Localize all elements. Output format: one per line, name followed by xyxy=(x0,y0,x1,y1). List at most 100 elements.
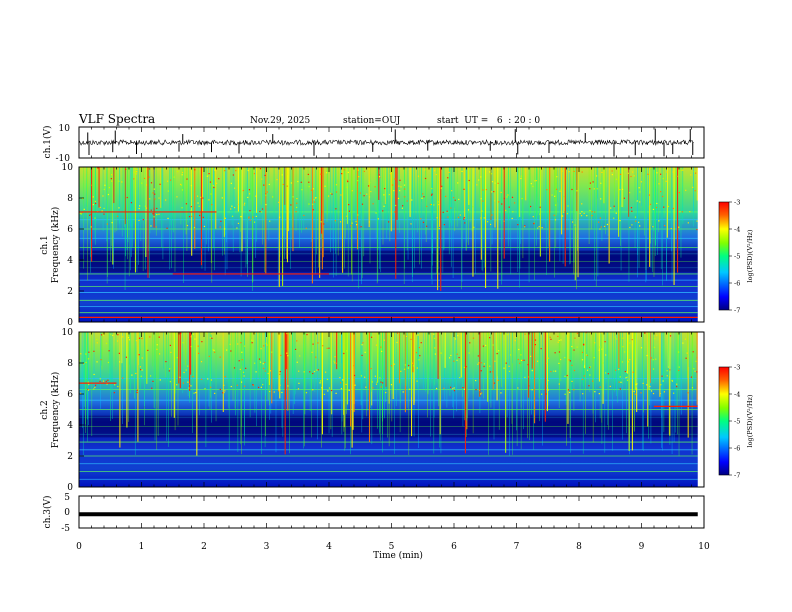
psd-speckle xyxy=(380,386,382,388)
psd-speckle xyxy=(296,202,298,204)
psd-speckle xyxy=(483,217,485,219)
psd-speckle xyxy=(138,219,140,222)
psd-speckle xyxy=(433,337,436,339)
psd-speckle xyxy=(312,343,314,345)
psd-speckle xyxy=(361,203,364,205)
psd-speckle xyxy=(635,220,637,222)
psd-speckle xyxy=(613,217,615,219)
ch1-spec-ylabel-line2: Frequency (kHz) xyxy=(50,207,61,284)
psd-speckle xyxy=(388,193,390,196)
ch2-colorbar-label: log(PSD)(V²/Hz) xyxy=(746,394,754,447)
psd-speckle xyxy=(676,386,678,388)
psd-speckle xyxy=(615,212,617,214)
psd-speckle xyxy=(521,197,523,200)
psd-speckle xyxy=(690,174,692,176)
psd-speckle xyxy=(611,173,613,176)
psd-speckle xyxy=(580,215,583,217)
psd-speckle xyxy=(298,382,300,384)
psd-speckle xyxy=(286,352,288,354)
psd-speckle xyxy=(125,168,127,170)
psd-speckle xyxy=(342,379,344,381)
psd-speckle xyxy=(198,205,200,207)
psd-speckle xyxy=(389,173,392,175)
y-tick-label: 0 xyxy=(67,318,73,328)
psd-speckle xyxy=(433,170,436,172)
psd-speckle xyxy=(294,348,297,350)
psd-speckle xyxy=(252,216,254,218)
psd-speckle xyxy=(530,355,532,357)
psd-speckle xyxy=(396,341,398,344)
y-tick-label: 8 xyxy=(67,194,73,204)
psd-speckle xyxy=(328,347,330,349)
psd-speckle xyxy=(622,346,624,348)
psd-speckle xyxy=(147,349,149,352)
psd-speckle xyxy=(94,202,97,205)
psd-speckle xyxy=(690,376,693,378)
psd-speckle xyxy=(558,383,560,385)
psd-speckle xyxy=(243,202,246,204)
psd-speckle xyxy=(137,390,139,392)
psd-speckle xyxy=(158,336,160,338)
psd-speckle xyxy=(538,226,540,228)
psd-speckle xyxy=(369,181,371,184)
psd-speckle xyxy=(188,387,190,389)
ch2-spec-ylabel-line2: Frequency (kHz) xyxy=(50,372,61,449)
psd-speckle xyxy=(692,351,694,353)
psd-speckle xyxy=(399,179,401,181)
psd-speckle xyxy=(105,380,107,382)
psd-speckle xyxy=(80,353,82,355)
psd-speckle xyxy=(186,178,188,180)
psd-speckle xyxy=(399,190,401,192)
psd-speckle xyxy=(485,188,488,191)
psd-speckle xyxy=(592,181,594,183)
psd-speckle xyxy=(463,218,465,220)
psd-speckle xyxy=(681,211,683,213)
ch1-noise-trace xyxy=(78,139,694,147)
psd-speckle xyxy=(108,350,110,352)
psd-speckle xyxy=(678,369,680,372)
psd-speckle xyxy=(187,365,189,367)
psd-speckle xyxy=(376,381,378,383)
psd-speckle xyxy=(491,191,493,193)
psd-speckle xyxy=(524,376,526,379)
psd-speckle xyxy=(345,383,347,386)
psd-speckle xyxy=(652,208,655,211)
y-tick-label: 6 xyxy=(67,225,73,235)
psd-speckle xyxy=(382,210,384,212)
psd-speckle xyxy=(167,217,169,220)
psd-speckle xyxy=(88,383,90,386)
psd-speckle xyxy=(247,169,249,172)
psd-speckle xyxy=(260,386,262,388)
psd-speckle xyxy=(400,186,402,188)
psd-speckle xyxy=(582,393,584,395)
psd-speckle xyxy=(346,215,348,217)
psd-speckle xyxy=(358,176,360,178)
psd-speckle xyxy=(481,210,483,212)
psd-speckle xyxy=(594,342,596,344)
psd-speckle xyxy=(152,192,154,194)
psd-speckle xyxy=(573,170,575,172)
psd-speckle xyxy=(500,392,502,394)
psd-speckle xyxy=(312,203,314,205)
psd-speckle xyxy=(579,212,581,215)
psd-speckle xyxy=(493,382,496,384)
psd-speckle xyxy=(656,334,658,336)
psd-speckle xyxy=(426,205,428,208)
ch1-freq-yticks: 0 2 4 6 8 10 xyxy=(62,163,84,328)
psd-speckle xyxy=(210,193,212,195)
psd-speckle xyxy=(498,201,500,203)
psd-speckle xyxy=(464,222,466,224)
psd-speckle xyxy=(136,168,138,170)
psd-speckle xyxy=(533,223,535,225)
psd-speckle xyxy=(654,338,656,340)
psd-speckle xyxy=(462,387,464,389)
ch1-waveform-panel: 10 -10 ch.1(V) xyxy=(42,124,705,164)
psd-speckle xyxy=(312,372,314,375)
psd-speckle xyxy=(346,350,348,352)
psd-speckle xyxy=(581,378,584,380)
psd-speckle xyxy=(431,188,433,190)
psd-speckle xyxy=(472,206,474,208)
psd-speckle xyxy=(506,196,508,198)
psd-speckle xyxy=(571,380,573,383)
psd-speckle xyxy=(248,193,251,195)
